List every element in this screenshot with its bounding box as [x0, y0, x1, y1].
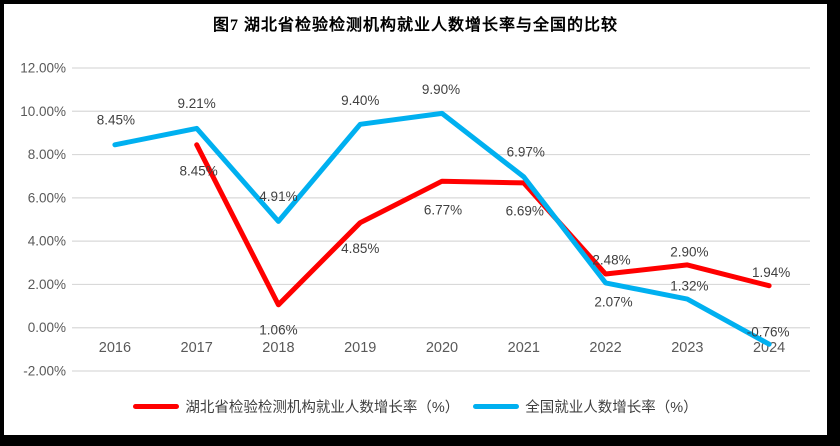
legend-label-hubei: 湖北省检验检测机构就业人数增长率（%） [185, 399, 460, 416]
y-axis-tick-label: 4.00% [28, 234, 66, 249]
y-axis-tick-label: 6.00% [28, 190, 66, 205]
x-axis-label: 2022 [589, 340, 621, 356]
y-axis-tick-label: 12.00% [20, 61, 66, 76]
legend-label-national: 全国就业人数增长率（%） [525, 399, 698, 416]
data-label-national: -0.76% [747, 325, 790, 340]
data-label-national: 9.40% [341, 93, 379, 108]
y-axis-tick-label: 2.00% [28, 277, 66, 292]
data-label-hubei: 2.90% [670, 244, 708, 259]
x-axis-label: 2023 [671, 340, 703, 356]
data-label-national: 2.07% [594, 294, 632, 309]
line-chart: 12.00% 10.00% 8.00% 6.00% 4.00% 2.00% 0.00% -2.… [20, 61, 810, 379]
chart-title: 图7 湖北省检验检测机构就业人数增长率与全国的比较 [212, 17, 618, 34]
data-label-hubei: 6.69% [506, 203, 544, 218]
x-axis-label: 2021 [508, 340, 540, 356]
data-label-national: 1.32% [670, 279, 708, 294]
legend-item-hubei: 湖北省检验检测机构就业人数增长率（%） [133, 396, 459, 417]
y-axis-tick-label: 8.00% [28, 147, 66, 162]
data-label-national: 4.91% [259, 189, 297, 204]
data-label-hubei: 8.45% [180, 163, 218, 178]
hubei-series-line [194, 142, 772, 308]
data-label-hubei: 1.94% [752, 265, 790, 280]
x-axis-label: 2024 [753, 340, 785, 356]
chart-legend: 湖北省检验检测机构就业人数增长率（%） 全国就业人数增长率（%） [4, 395, 827, 417]
x-axis-label: 2018 [262, 340, 294, 356]
data-label-hubei: 6.77% [424, 203, 462, 218]
y-axis-tick-label: 0.00% [28, 320, 66, 335]
y-axis-tick-label: 10.00% [20, 104, 66, 119]
national-line-swatch [473, 403, 520, 409]
data-label-national: 9.21% [178, 96, 216, 111]
data-label-hubei: 1.06% [259, 322, 297, 337]
data-label-hubei: 4.85% [341, 241, 379, 256]
x-axis-label: 2017 [181, 340, 213, 356]
legend-item-national: 全国就业人数增长率（%） [473, 396, 698, 417]
x-axis-label: 2019 [344, 340, 376, 356]
x-axis-label: 2016 [99, 340, 131, 356]
hubei-line-swatch [133, 403, 180, 409]
data-label-national: 8.45% [97, 112, 135, 127]
x-axis-label: 2020 [426, 340, 458, 356]
national-series-line [112, 110, 772, 347]
data-label-national: 6.97% [507, 144, 545, 159]
data-label-national: 9.90% [422, 82, 460, 97]
data-label-hubei: 2.48% [592, 253, 630, 268]
y-axis-tick-label: -2.00% [23, 364, 66, 379]
